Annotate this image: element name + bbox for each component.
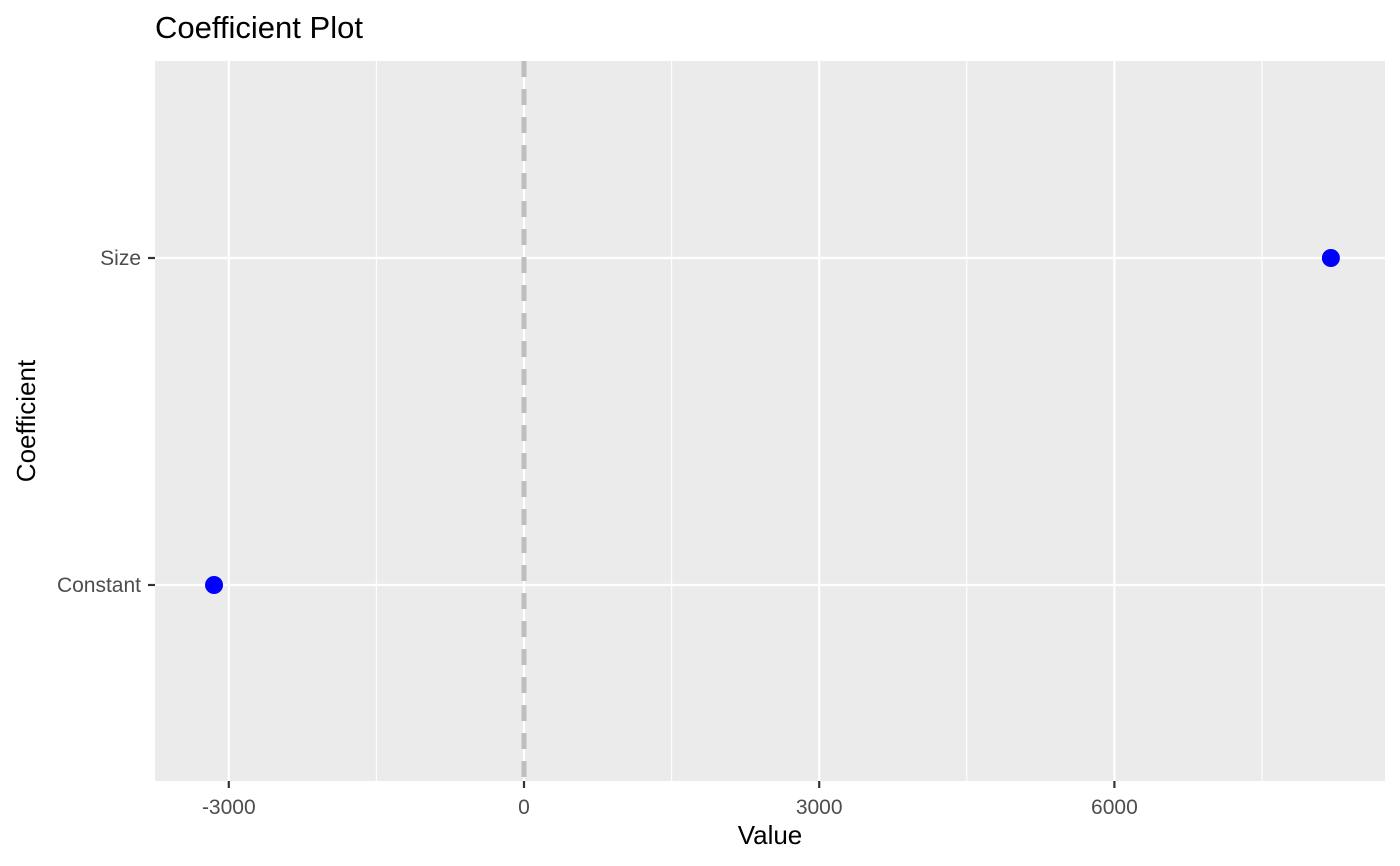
minor-gridlines	[375, 61, 1263, 781]
x-axis-title: Value	[738, 820, 803, 850]
data-point-constant	[205, 576, 224, 594]
x-tick-label: -3000	[202, 796, 256, 819]
data-points	[205, 249, 1340, 594]
x-tick-label: 3000	[796, 796, 843, 819]
x-tick-label: 6000	[1091, 796, 1138, 819]
chart-title: Coefficient Plot	[155, 10, 363, 45]
plot-panel	[155, 61, 1385, 781]
y-axis: Constant Size	[57, 247, 155, 597]
x-tick-label: 0	[518, 796, 530, 819]
y-tick-label: Constant	[57, 574, 141, 597]
x-axis: -3000 0 3000 6000	[202, 781, 1138, 819]
y-axis-title: Coefficient	[11, 359, 41, 482]
y-tick-label: Size	[100, 247, 141, 270]
data-point-size	[1321, 249, 1340, 267]
